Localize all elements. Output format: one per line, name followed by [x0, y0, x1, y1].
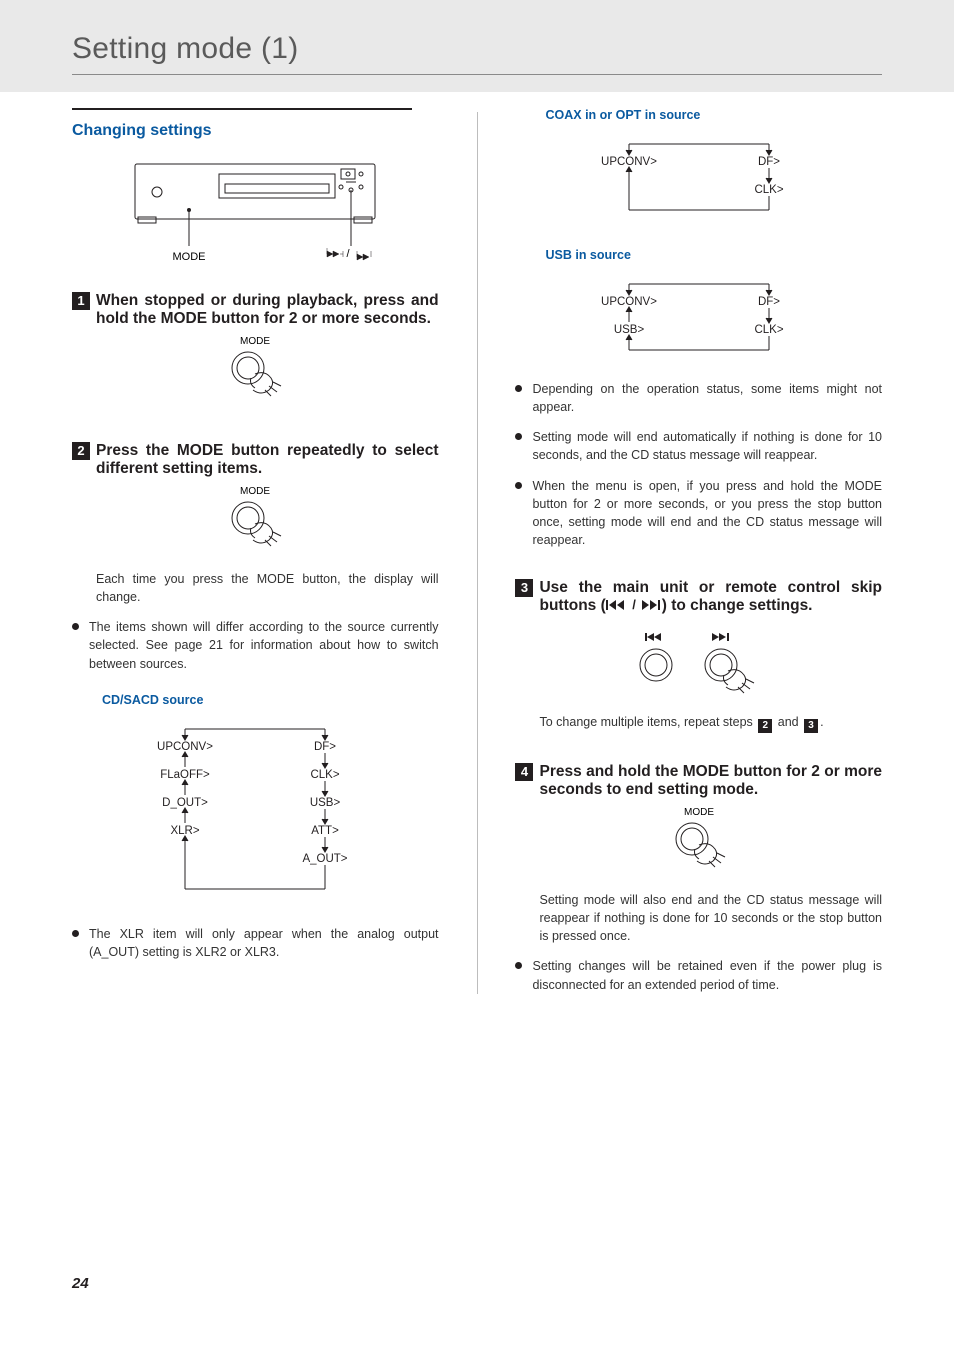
- step-3-num: 3: [515, 579, 533, 597]
- svg-text:CLK>: CLK>: [311, 769, 340, 781]
- step-3: 3 Use the main unit or remote control sk…: [515, 579, 882, 733]
- step-4: 4 Press and hold the MODE button for 2 o…: [515, 763, 882, 994]
- cd-source-title: CD/SACD source: [102, 693, 439, 707]
- step-2-text: Press the MODE button repeatedly to sele…: [96, 442, 439, 478]
- section-rule: [72, 108, 412, 110]
- device-label-skip-icon: /: [327, 248, 371, 260]
- svg-text:MODE: MODE: [240, 486, 270, 497]
- svg-text:MODE: MODE: [240, 336, 270, 347]
- xlr-note-text: The XLR item will only appear when the a…: [89, 925, 439, 961]
- step-4-num: 4: [515, 763, 533, 781]
- svg-text:DF>: DF>: [758, 156, 780, 168]
- skip-icons-inline: /: [606, 599, 662, 611]
- step-4-text: Press and hold the MODE button for 2 or …: [539, 763, 882, 799]
- step-2: 2 Press the MODE button repeatedly to se…: [72, 442, 439, 673]
- svg-text:UPCONV>: UPCONV>: [157, 741, 213, 753]
- step-2-num: 2: [72, 442, 90, 460]
- usb-flow: UPCONV> USB> DF> CLK>: [569, 272, 829, 368]
- page: Setting mode (1) Changing settings: [0, 0, 954, 1350]
- step-2-bullet: The items shown will differ according to…: [72, 618, 439, 672]
- left-column: Changing settings: [72, 108, 439, 994]
- step-3-text: Use the main unit or remote control skip…: [539, 579, 882, 615]
- svg-text:MODE: MODE: [684, 807, 714, 818]
- step-2-bullet-text: The items shown will differ according to…: [89, 618, 439, 672]
- column-divider: [477, 112, 478, 994]
- step-4-after: Setting mode will also end and the CD st…: [539, 891, 882, 945]
- svg-text:A_OUT>: A_OUT>: [303, 853, 348, 865]
- svg-text:DF>: DF>: [314, 741, 336, 753]
- step-4-bullet: Setting changes will be retained even if…: [515, 957, 882, 993]
- bullet-icon: [515, 385, 522, 392]
- svg-text:USB>: USB>: [614, 324, 645, 336]
- right-bullet-3-text: When the menu is open, if you press and …: [532, 477, 882, 550]
- mode-press-figure-4: MODE: [659, 805, 739, 877]
- svg-text:USB>: USB>: [310, 797, 341, 809]
- section-title: Changing settings: [72, 122, 439, 140]
- skip-press-figure: [624, 629, 774, 701]
- step-1: 1 When stopped or during playback, press…: [72, 292, 439, 406]
- svg-text:UPCONV>: UPCONV>: [601, 156, 657, 168]
- step-3-repeat: To change multiple items, repeat steps 2…: [539, 713, 882, 733]
- svg-text:/: /: [632, 599, 636, 611]
- inline-step-3-icon: 3: [804, 719, 818, 733]
- device-label-mode: MODE: [173, 251, 206, 263]
- bullet-icon: [72, 623, 79, 630]
- device-figure: MODE /: [115, 154, 395, 274]
- bullet-icon: [72, 930, 79, 937]
- svg-text:CLK>: CLK>: [754, 184, 783, 196]
- page-number: 24: [72, 1275, 89, 1292]
- step-4-bullet-text: Setting changes will be retained even if…: [532, 957, 882, 993]
- right-bullet-2-text: Setting mode will end automatically if n…: [532, 428, 882, 464]
- right-bullet-1: Depending on the operation status, some …: [515, 380, 882, 416]
- svg-text:CLK>: CLK>: [754, 324, 783, 336]
- inline-step-2-icon: 2: [758, 719, 772, 733]
- bullet-icon: [515, 433, 522, 440]
- cd-source-flow: UPCONV> FLaOFF> D_OUT> XLR> DF> CLK> USB…: [125, 717, 385, 907]
- svg-text:UPCONV>: UPCONV>: [601, 296, 657, 308]
- right-bullet-1-text: Depending on the operation status, some …: [532, 380, 882, 416]
- step-2-after: Each time you press the MODE button, the…: [96, 570, 439, 606]
- step-1-num: 1: [72, 292, 90, 310]
- svg-text:ATT>: ATT>: [311, 825, 339, 837]
- bullet-icon: [515, 482, 522, 489]
- svg-text:XLR>: XLR>: [171, 825, 200, 837]
- svg-text:/: /: [347, 248, 351, 260]
- step-1-text: When stopped or during playback, press a…: [96, 292, 439, 328]
- right-bullet-2: Setting mode will end automatically if n…: [515, 428, 882, 464]
- svg-text:DF>: DF>: [758, 296, 780, 308]
- svg-text:D_OUT>: D_OUT>: [162, 797, 208, 809]
- title-rule: [72, 74, 882, 75]
- page-title: Setting mode (1): [72, 32, 299, 66]
- mode-press-figure-1: MODE: [215, 334, 295, 406]
- xlr-note: The XLR item will only appear when the a…: [72, 925, 439, 961]
- right-bullet-3: When the menu is open, if you press and …: [515, 477, 882, 550]
- bullet-icon: [515, 962, 522, 969]
- usb-title: USB in source: [545, 248, 882, 262]
- content: Changing settings: [72, 108, 882, 994]
- coax-flow: UPCONV> DF> CLK>: [569, 132, 829, 228]
- mode-press-figure-2: MODE: [215, 484, 295, 556]
- svg-text:FLaOFF>: FLaOFF>: [161, 769, 211, 781]
- right-column: COAX in or OPT in source UPCONV> DF> CLK…: [515, 108, 882, 994]
- columns: Changing settings: [72, 108, 882, 994]
- coax-title: COAX in or OPT in source: [545, 108, 882, 122]
